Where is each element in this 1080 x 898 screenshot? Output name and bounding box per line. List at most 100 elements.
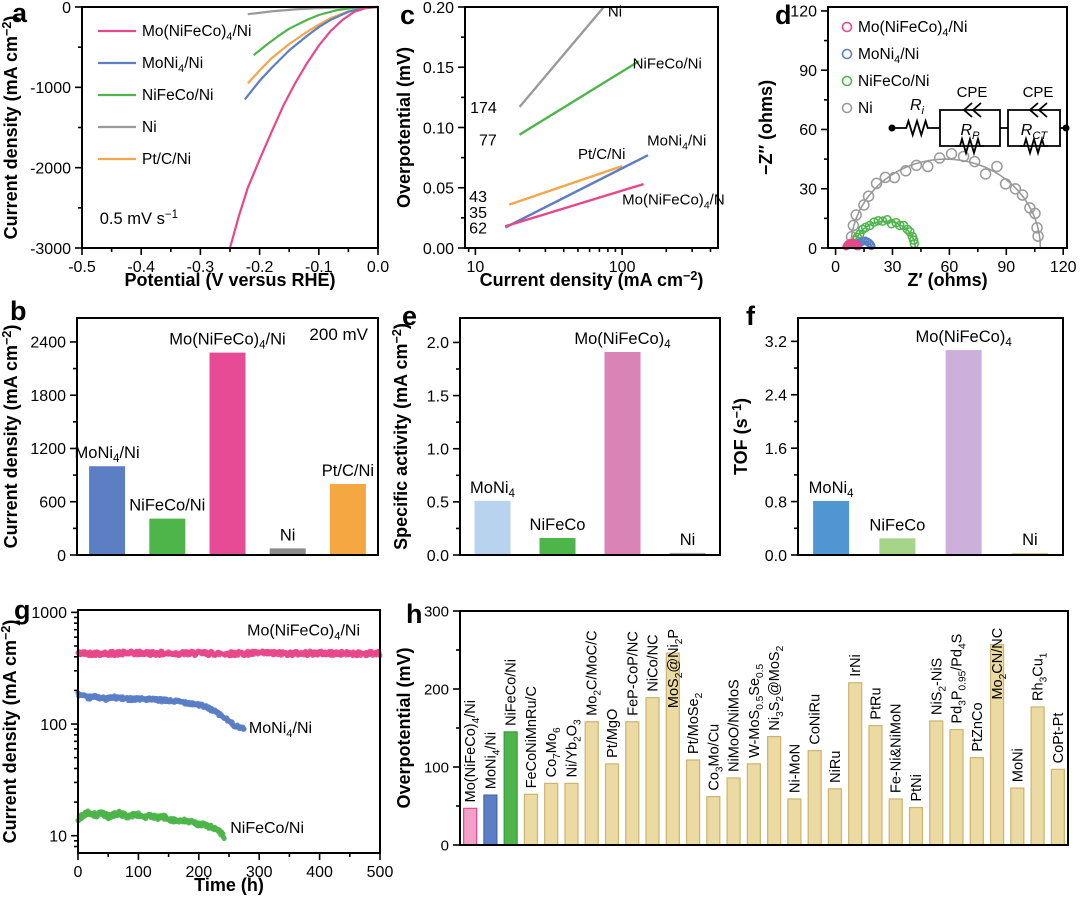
bar xyxy=(463,807,478,846)
svg-text:30: 30 xyxy=(884,259,902,276)
bar xyxy=(1050,768,1065,846)
bar xyxy=(584,721,599,846)
y-axis-title: Current density (mA cm−2) xyxy=(0,620,20,844)
svg-text:10: 10 xyxy=(466,259,484,276)
svg-text:200: 200 xyxy=(185,864,212,881)
legend-label: MoNi4/Ni xyxy=(858,46,919,66)
bar xyxy=(329,483,366,555)
eis-data-point xyxy=(1031,222,1043,234)
bar xyxy=(89,466,126,555)
bar xyxy=(685,759,701,846)
bar xyxy=(625,721,640,846)
bar xyxy=(1030,706,1045,846)
legend-label: Mo(NiFeCo)4/Ni xyxy=(142,23,251,43)
series-name-label: Ni xyxy=(608,4,622,21)
bar-label: Mo2CN/NC xyxy=(990,628,1009,700)
plot-frame xyxy=(76,317,379,556)
plot-frame xyxy=(464,6,719,249)
svg-text:0.10: 0.10 xyxy=(423,120,454,137)
stability-series xyxy=(75,808,227,842)
panel-letter-c: c xyxy=(400,0,416,30)
legend-label: Pt/C/Ni xyxy=(142,151,191,168)
svg-text:0.5: 0.5 xyxy=(427,495,449,512)
svg-text:100: 100 xyxy=(40,717,67,734)
panel-e-specific-activity-bars: MoNi4 NiFeCo Mo(NiFeCo)4 Ni 0.0 0.5 1.0 1.5 2.0 S… xyxy=(390,290,730,580)
panel-letter-f: f xyxy=(746,301,755,331)
bar xyxy=(564,782,579,846)
bar-label: IrNi xyxy=(848,654,864,677)
bar-label: MoNi4/Ni xyxy=(75,444,140,465)
plot-frame xyxy=(459,317,721,556)
svg-text:0: 0 xyxy=(808,241,817,258)
legend-label: NiFeCo/Ni xyxy=(858,73,929,90)
bar-label: Co7Mo6 xyxy=(544,727,563,777)
svg-text:300: 300 xyxy=(424,603,449,620)
svg-text:0.00: 0.00 xyxy=(423,241,454,258)
eis-data-point xyxy=(873,216,883,226)
series-line xyxy=(253,5,379,57)
eis-data-point xyxy=(1029,207,1041,220)
bar-label: Pt/MgO xyxy=(605,709,621,758)
bar xyxy=(483,794,498,846)
bar-label: NiRu xyxy=(828,751,844,783)
legend-label: Ni xyxy=(858,100,873,117)
svg-text:0.05: 0.05 xyxy=(423,181,454,198)
series-name-label: Mo(NiFeCo)4/Ni xyxy=(622,192,724,212)
tafel-line xyxy=(518,6,605,108)
panel-g-stability-chart-svg: Mo(NiFeCo)4/Ni MoNi4/Ni NiFeCo/Ni 0 100 200 30… xyxy=(0,605,393,895)
eis-data-point xyxy=(902,224,913,235)
y-axis-title: Overpotential (mV) xyxy=(394,647,414,808)
svg-text:1.5: 1.5 xyxy=(427,388,449,405)
bar xyxy=(706,796,721,846)
bar-label: Mo2C/MoC/C xyxy=(585,630,604,715)
tafel-slope-value: 62 xyxy=(469,221,487,238)
eis-data-point xyxy=(968,155,981,168)
eis-data-point xyxy=(905,227,915,237)
panel-b-current-density-bars-svg: MoNi4/Ni NiFeCo/Ni Mo(NiFeCo)4/Ni Ni Pt/C/Ni… xyxy=(0,317,379,565)
bar xyxy=(787,798,802,846)
eis-data-point xyxy=(858,199,870,211)
tafel-slope-value: 77 xyxy=(479,133,497,150)
series-name-label: MoNi4/Ni xyxy=(647,133,706,153)
bar-label: NiS2-NiS xyxy=(929,658,948,715)
bar xyxy=(868,725,883,846)
bar-label: Ni3S2@MoS2 xyxy=(767,645,786,730)
bar xyxy=(746,763,761,846)
eis-data-point xyxy=(847,219,860,232)
bar-label: Rh3Cu1 xyxy=(1031,652,1050,701)
svg-text:2.0: 2.0 xyxy=(427,335,449,352)
svg-text:60: 60 xyxy=(940,259,958,276)
panel-f-tof-bars: MoNi4 NiFeCo Mo(NiFeCo)4 Ni 0.0 0.8 1.6 2.4 3.2 T… xyxy=(730,290,1080,580)
bar xyxy=(544,782,559,846)
annotation: 200 mV xyxy=(309,325,368,344)
circuit-label-rct: RCT xyxy=(1021,122,1049,142)
svg-text:90: 90 xyxy=(799,63,817,80)
legend-label: Ni xyxy=(142,119,157,136)
bar xyxy=(149,518,186,555)
eis-data-point xyxy=(1009,183,1022,195)
bar-label: W-MoS0.5Se0.5 xyxy=(747,664,766,758)
bar-label: MoNi4 xyxy=(809,479,855,500)
bar-label: Mo(NiFeCo)4 xyxy=(574,330,671,351)
svg-text:0.15: 0.15 xyxy=(423,60,454,77)
legend-label: NiFeCo/Ni xyxy=(142,87,213,104)
bar-label: NiFeCo xyxy=(869,516,925,534)
bar-label: PtNi xyxy=(909,774,925,801)
bar-label: MoS2@Ni2P xyxy=(666,629,685,708)
bar xyxy=(604,763,620,846)
bar-label: Ni xyxy=(1022,531,1038,549)
bar-label: Fe-Ni&NiMoN xyxy=(889,704,905,793)
tafel-slope-value: 174 xyxy=(470,100,497,117)
panel-letter-g: g xyxy=(14,595,31,625)
bar xyxy=(269,548,306,555)
bar xyxy=(767,735,782,846)
bar xyxy=(503,731,518,846)
bar xyxy=(888,798,903,846)
svg-text:-0.2: -0.2 xyxy=(246,259,274,276)
eis-data-point xyxy=(850,209,862,221)
bar-label: Pd3P0.95/Pd4S xyxy=(950,634,969,724)
bar xyxy=(807,750,822,846)
panel-letter-b: b xyxy=(10,296,27,326)
bar-label: FeCoNiMnRu/C xyxy=(524,686,540,788)
